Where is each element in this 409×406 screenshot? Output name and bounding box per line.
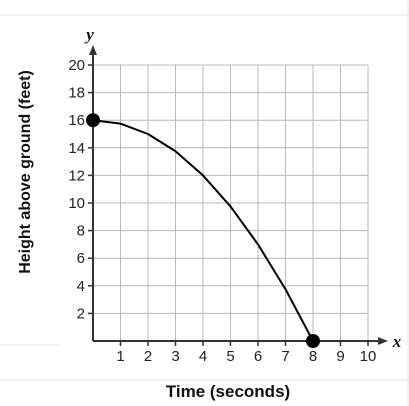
x-tick-label: 4 xyxy=(199,348,207,365)
y-tick-label: 4 xyxy=(77,278,85,295)
x-tick-label: 3 xyxy=(171,348,179,365)
x-axis-arrow xyxy=(378,337,388,345)
x-tick-label: 2 xyxy=(144,348,152,365)
series xyxy=(92,119,314,342)
x-tick-label: 1 xyxy=(116,348,124,365)
y-tick-label: 16 xyxy=(68,112,85,129)
y-tick-label: 12 xyxy=(68,167,85,184)
y-tick-label: 6 xyxy=(77,250,85,267)
x-tick-label: 8 xyxy=(309,348,317,365)
data-point xyxy=(86,113,100,128)
data-point xyxy=(306,334,320,348)
data-curve xyxy=(92,119,314,342)
y-axis-label: Height above ground (feet) xyxy=(17,70,34,274)
y-axis-arrow xyxy=(89,45,97,55)
x-axis-name: x xyxy=(392,332,402,351)
y-tick-label: 10 xyxy=(68,195,85,212)
x-tick-label: 7 xyxy=(281,348,289,365)
y-tick-label: 18 xyxy=(68,85,85,102)
axes xyxy=(89,45,388,345)
y-axis-name: y xyxy=(84,25,94,44)
x-axis-label: Time (seconds) xyxy=(166,382,290,401)
x-tick-label: 5 xyxy=(226,348,234,365)
x-tick-label: 6 xyxy=(254,348,262,365)
points xyxy=(86,113,320,348)
y-tick-label: 8 xyxy=(77,223,85,240)
x-tick-label: 10 xyxy=(360,348,377,365)
y-tick-label: 14 xyxy=(68,140,85,157)
grid xyxy=(93,64,369,341)
y-tick-label: 2 xyxy=(77,305,85,322)
x-tick-label: 9 xyxy=(336,348,344,365)
y-tick-label: 20 xyxy=(68,57,85,74)
